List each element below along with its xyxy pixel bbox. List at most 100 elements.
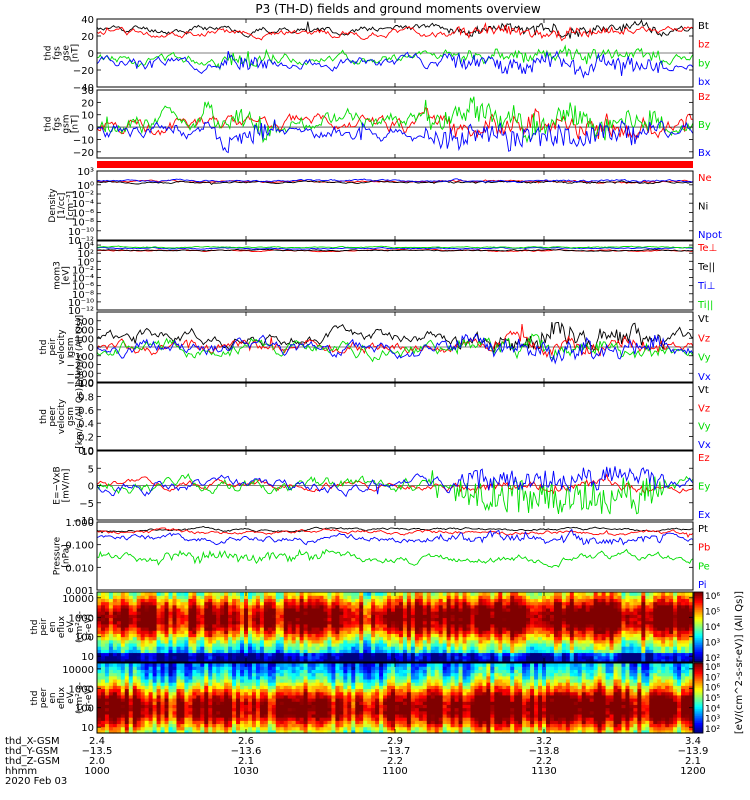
y-tick-label: 20 xyxy=(81,98,94,109)
y-axis-label: eflux xyxy=(57,686,67,709)
series-line-peir-velocity-3 xyxy=(96,333,694,365)
y-axis-label: thd xyxy=(30,620,40,635)
colorbar-tick-label: 10³ xyxy=(705,715,720,725)
x-table-value: 2.2 xyxy=(536,756,552,767)
y-axis-label: velocity xyxy=(57,329,67,365)
series-line-peir-velocity-2 xyxy=(96,333,694,363)
y-tick-label: 10 xyxy=(81,447,94,458)
colorbar-tick-label: 10⁵ xyxy=(705,694,720,704)
y-axis-label: [mV/m] xyxy=(62,469,72,503)
series-line-fgs-gsm-1 xyxy=(96,96,694,144)
y-axis-label: (cm²-s- xyxy=(75,611,85,643)
y-axis-label: thd xyxy=(39,409,49,424)
series-line-temperature-2 xyxy=(96,246,694,250)
y-axis-label: peir xyxy=(39,618,49,636)
y-tick-label: −20 xyxy=(73,148,94,159)
legend-peir-velocity-2: Vy xyxy=(698,353,711,364)
y-tick-label: 10000 xyxy=(62,665,94,676)
spectrogram-cells xyxy=(97,663,694,734)
y-tick-label: 0.8 xyxy=(78,392,94,403)
panel-fgs-gse: −40 −20 0 20 40 thd fgs gse [nT] Bt bz by bx xyxy=(44,15,711,94)
legend-density-0: Ne xyxy=(698,173,712,184)
flag-bar xyxy=(97,161,693,168)
panel-peer-velocity: 0.0 0.2 0.4 0.6 0.8 1.0 thd peer velocity gsm [km/… xyxy=(39,379,711,457)
legend-peer-velocity-2: Vy xyxy=(698,422,711,433)
x-table-value: 2.6 xyxy=(238,736,254,747)
series-line-pressure-2 xyxy=(96,548,694,568)
y-tick-label: 0 xyxy=(88,343,94,354)
y-axis-label: sr-eV) xyxy=(84,614,94,640)
series-line-fgs-gsm-2 xyxy=(96,119,694,154)
y-axis-label: gsm xyxy=(66,337,76,356)
panel-efield: −10 −5 0 5 10 E=−VxB [mV/m] Ez Ey Ex xyxy=(53,447,711,527)
colorbar-tick-label: 10⁶ xyxy=(705,684,720,694)
legend-temperature-0: Te⊥ xyxy=(697,243,717,254)
y-axis-label: Pressure xyxy=(53,536,63,575)
x-table-row-label: hhmm xyxy=(5,766,37,777)
y-tick-label: 0 xyxy=(88,49,94,60)
y-tick-label: −400 xyxy=(67,378,94,389)
x-table-value: 2.2 xyxy=(387,756,403,767)
y-axis-label: peer xyxy=(48,406,58,427)
panel-flag-bar xyxy=(97,161,693,168)
y-axis-label: thd xyxy=(30,691,40,706)
legend-density-2: Npot xyxy=(698,230,722,241)
y-tick-label: 1.0 xyxy=(78,379,94,390)
y-axis-label: gsm xyxy=(66,407,76,426)
colorbar-label: [eV/(cm^2-s-sr-eV)] (All Qs)] xyxy=(734,591,745,734)
series-line-fgs-gse-0 xyxy=(96,19,694,39)
x-table-value: −13.6 xyxy=(231,746,262,757)
legend-peir-velocity-3: Vx xyxy=(698,372,711,383)
y-tick-label: 10⁻¹⁰ xyxy=(68,227,94,238)
y-tick-label: 0.4 xyxy=(78,419,94,430)
series-line-density-2 xyxy=(96,178,694,184)
colorbar-tick-label: 10² xyxy=(705,725,720,735)
colorbar: 10⁶ 10⁵ 10⁴ 10³ 10² xyxy=(693,591,720,664)
colorbar-tick-label: 10³ xyxy=(705,639,720,649)
y-tick-label: 5 xyxy=(88,464,94,475)
x-table-value: 2.1 xyxy=(685,756,701,767)
y-tick-label: 40 xyxy=(81,15,94,26)
y-tick-label: 0.6 xyxy=(78,406,94,417)
legend-peir-velocity-1: Vz xyxy=(698,333,710,344)
x-table-value: 1030 xyxy=(233,766,258,777)
series-line-temperature-1 xyxy=(96,248,694,252)
legend-fgs-gse-3: bx xyxy=(698,77,710,88)
y-tick-label: 10⁻⁸ xyxy=(72,290,94,301)
y-tick-label: 10⁻² xyxy=(72,190,94,201)
y-axis-label: [cm⁻³] xyxy=(66,191,76,220)
y-tick-label: −5 xyxy=(79,499,94,510)
panel-density: 10³10⁰10⁻²10⁻⁴10⁻⁶10⁻⁸10⁻¹⁰10⁻¹²Density[… xyxy=(48,167,722,247)
colorbar-tick-label: 10⁸ xyxy=(705,663,720,673)
y-tick-label: 10⁴ xyxy=(77,241,94,252)
legend-pressure-1: Pb xyxy=(698,543,710,554)
y-tick-label: −300 xyxy=(67,369,94,380)
x-table-value: 2.1 xyxy=(238,756,254,767)
y-tick-label: 0 xyxy=(88,123,94,134)
y-axis-label: [km/s (All Qs)] xyxy=(75,315,85,379)
colorbar-tick-label: 10⁵ xyxy=(705,608,720,618)
y-axis-label: [eV] xyxy=(62,266,72,285)
series-line-efield-0 xyxy=(96,473,694,495)
x-table-value: 2.4 xyxy=(89,736,105,747)
y-tick-label: 100 xyxy=(75,704,94,715)
series-line-density-1 xyxy=(96,180,694,186)
legend-fgs-gsm-0: Bz xyxy=(698,92,710,103)
y-tick-label: 10⁻¹⁰ xyxy=(68,298,94,309)
y-axis-label: velocity xyxy=(57,398,67,434)
y-axis-label: [nT] xyxy=(71,44,81,62)
colorbar-tick-label: 10⁴ xyxy=(705,623,720,633)
x-table-value: 3.4 xyxy=(685,736,701,747)
y-axis-label: peer xyxy=(39,687,49,708)
y-tick-label: 300 xyxy=(75,317,94,328)
y-axis-label: gse xyxy=(62,45,72,61)
colorbar-frame xyxy=(693,591,704,663)
x-table-row-label: thd_Z-GSM xyxy=(5,756,60,767)
x-table-value: 1000 xyxy=(84,766,109,777)
x-table-value: −13.7 xyxy=(380,746,411,757)
y-tick-label: −200 xyxy=(67,361,94,372)
y-tick-label: 10⁻¹² xyxy=(68,306,94,317)
